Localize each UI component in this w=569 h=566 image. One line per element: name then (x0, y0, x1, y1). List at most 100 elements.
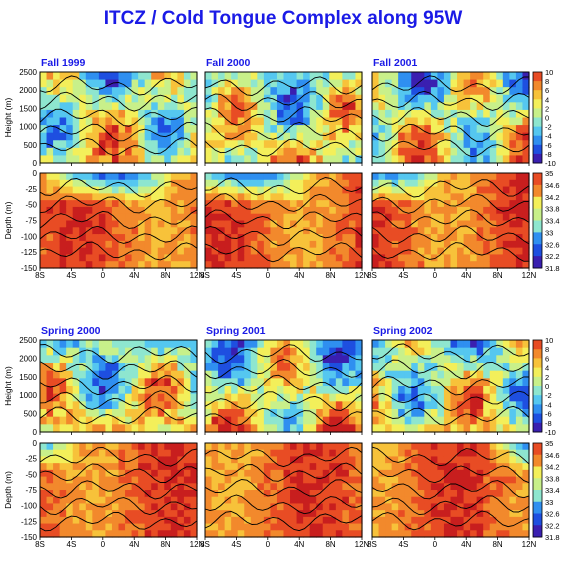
y-tick-label: 2500 (19, 336, 37, 345)
colorbar-tick: 34.2 (545, 463, 560, 472)
height-panel (204, 71, 363, 166)
anomaly-colorbar (532, 71, 543, 164)
colorbar-tick: 32.6 (545, 240, 560, 249)
x-tick-label: 8N (492, 540, 502, 549)
depth-panel (204, 442, 363, 540)
x-tick-label: 8S (35, 271, 45, 280)
x-tick-label: 8S (367, 540, 377, 549)
colorbar-tick: -10 (545, 159, 556, 168)
figure-title: ITCZ / Cold Tongue Complex along 95W (104, 8, 463, 29)
x-tick-label: 4N (461, 540, 471, 549)
y-axis-label: Depth (m) (3, 201, 13, 239)
y-tick-label: -75 (25, 217, 37, 226)
y-tick-label: 0 (33, 169, 38, 178)
x-tick-label: 8N (160, 540, 170, 549)
x-tick-label: 12N (190, 540, 205, 549)
x-tick-label: 12N (355, 540, 370, 549)
depth-panel (39, 172, 198, 271)
y-axis-label: Depth (m) (3, 471, 13, 509)
x-tick-label: 0 (433, 540, 438, 549)
depth-panel (39, 442, 198, 540)
x-tick-label: 0 (101, 540, 106, 549)
y-tick-label: 0 (33, 159, 38, 168)
depth-panel (204, 172, 363, 271)
colorbar-tick: 8 (545, 77, 549, 86)
panel-title: Spring 2002 (373, 325, 433, 337)
colorbar-tick: 35 (545, 169, 553, 178)
colorbar-tick: 35 (545, 439, 553, 448)
x-tick-label: 4S (67, 540, 77, 549)
panel-title: Fall 2000 (206, 57, 251, 69)
panel-title: Spring 2001 (206, 325, 266, 337)
colorbar-tick: 6 (545, 354, 549, 363)
x-tick-label: 8N (492, 271, 502, 280)
salinity-colorbar (532, 172, 543, 269)
colorbar-tick: -2 (545, 123, 552, 132)
colorbar-tick: 34.6 (545, 181, 560, 190)
x-tick-label: 0 (433, 271, 438, 280)
colorbar-tick: -8 (545, 150, 552, 159)
y-tick-label: -25 (25, 455, 37, 464)
colorbar-tick: 0 (545, 382, 549, 391)
colorbar-tick: -4 (545, 400, 552, 409)
x-tick-label: 8S (200, 271, 210, 280)
x-tick-label: 4S (67, 271, 77, 280)
y-tick-label: -25 (25, 185, 37, 194)
colorbar-tick: 31.8 (545, 533, 560, 542)
x-tick-label: 4S (399, 271, 409, 280)
x-tick-label: 4S (232, 540, 242, 549)
depth-panel (371, 172, 530, 271)
y-tick-label: -150 (21, 533, 38, 542)
y-tick-label: -50 (25, 201, 37, 210)
colorbar-tick: 32.2 (545, 521, 560, 530)
x-tick-label: 4S (232, 271, 242, 280)
y-tick-label: 0 (33, 428, 38, 437)
y-tick-label: -75 (25, 486, 37, 495)
y-tick-label: -125 (21, 517, 38, 526)
y-tick-label: 1000 (19, 391, 37, 400)
x-tick-label: 8N (325, 540, 335, 549)
colorbar-tick: 33 (545, 228, 553, 237)
y-tick-label: 1500 (19, 373, 37, 382)
x-tick-label: 12N (190, 271, 205, 280)
x-tick-label: 0 (266, 271, 271, 280)
x-tick-label: 4N (294, 540, 304, 549)
y-tick-label: -125 (21, 248, 38, 257)
x-tick-label: 8N (325, 271, 335, 280)
salinity-colorbar (532, 442, 543, 538)
x-tick-label: 4N (461, 271, 471, 280)
x-tick-label: 8N (160, 271, 170, 280)
x-tick-label: 8S (35, 540, 45, 549)
colorbar-tick: 8 (545, 345, 549, 354)
x-tick-label: 4S (399, 540, 409, 549)
y-tick-label: 0 (33, 439, 38, 448)
panel-title: Fall 2001 (373, 57, 418, 69)
colorbar-tick: 32.2 (545, 252, 560, 261)
height-panel (371, 339, 530, 435)
colorbar-tick: 31.8 (545, 264, 560, 273)
y-tick-label: 1500 (19, 104, 37, 113)
panel-title: Spring 2000 (41, 325, 101, 337)
colorbar-tick: 10 (545, 336, 553, 345)
colorbar-tick: 32.6 (545, 510, 560, 519)
depth-panel (371, 442, 530, 540)
colorbar-tick: 33 (545, 498, 553, 507)
colorbar-tick: 10 (545, 68, 553, 77)
x-tick-label: 4N (129, 271, 139, 280)
x-tick-label: 8S (200, 540, 210, 549)
x-tick-label: 0 (101, 271, 106, 280)
y-tick-label: 500 (24, 141, 38, 150)
x-tick-label: 12N (522, 540, 537, 549)
colorbar-tick: 2 (545, 373, 549, 382)
y-tick-label: 2000 (19, 86, 37, 95)
y-tick-label: -150 (21, 264, 38, 273)
colorbar-tick: -4 (545, 132, 552, 141)
colorbar-tick: 6 (545, 86, 549, 95)
colorbar-tick: 33.4 (545, 217, 560, 226)
anomaly-colorbar (532, 339, 543, 433)
y-tick-label: -100 (21, 502, 38, 511)
x-tick-label: 8S (367, 271, 377, 280)
y-tick-label: 2000 (19, 354, 37, 363)
